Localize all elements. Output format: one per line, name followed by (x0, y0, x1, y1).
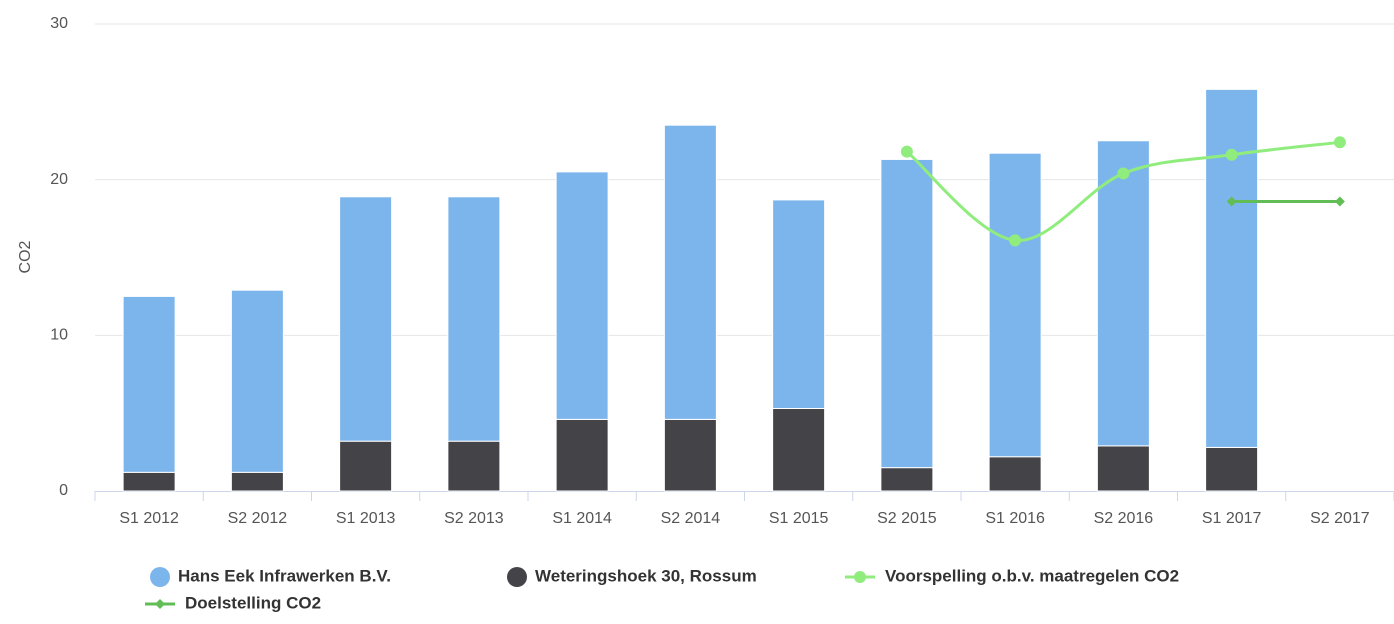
bar (1096, 140, 1150, 447)
bar (339, 440, 393, 492)
bar (122, 471, 176, 492)
y-axis-label: CO2 (17, 240, 34, 273)
point (1225, 148, 1238, 161)
bar (122, 295, 176, 473)
y-tick-label: 20 (50, 171, 68, 188)
bar (663, 418, 717, 492)
point (1226, 196, 1237, 207)
x-tick-label: S1 2017 (1202, 510, 1262, 527)
bar (880, 158, 934, 469)
bar (880, 467, 934, 492)
point (1334, 196, 1345, 207)
x-tick-label: S1 2013 (336, 510, 396, 527)
bar (1096, 445, 1150, 492)
bar (772, 199, 826, 409)
bar (555, 171, 609, 420)
x-tick-label: S1 2015 (769, 510, 829, 527)
y-tick-label: 0 (59, 482, 68, 499)
x-tick-label: S2 2015 (877, 510, 937, 527)
point (900, 145, 913, 158)
bar (339, 196, 393, 442)
y-tick-label: 30 (50, 15, 68, 32)
legend-label: Doelstelling CO2 (185, 593, 321, 612)
x-tick-label: S1 2014 (552, 510, 612, 527)
x-tick-label: S2 2012 (228, 510, 288, 527)
x-tick-label: S1 2012 (119, 510, 179, 527)
legend-symbol (155, 599, 165, 609)
legend-label: Voorspelling o.b.v. maatregelen CO2 (885, 566, 1179, 585)
legend-symbol (150, 567, 170, 587)
x-tick-label: S2 2013 (444, 510, 504, 527)
point (1117, 167, 1130, 180)
bar (772, 407, 826, 492)
bar (1205, 446, 1259, 492)
bar (1205, 88, 1259, 448)
bar (988, 456, 1042, 492)
bar (447, 440, 501, 492)
x-tick-label: S2 2014 (661, 510, 721, 527)
x-tick-label: S1 2016 (985, 510, 1045, 527)
bar (447, 196, 501, 442)
legend-symbol (854, 571, 866, 583)
point (1333, 136, 1346, 149)
x-tick-label: S2 2017 (1310, 510, 1370, 527)
bar (230, 289, 284, 473)
bar (230, 471, 284, 492)
legend-symbol (507, 567, 527, 587)
y-tick-label: 10 (50, 327, 68, 344)
legend-label: Weteringshoek 30, Rossum (535, 566, 757, 585)
bar (663, 124, 717, 420)
x-tick-label: S2 2016 (1094, 510, 1154, 527)
bar (988, 152, 1042, 458)
bar (555, 418, 609, 492)
point (1009, 234, 1022, 247)
legend-label: Hans Eek Infrawerken B.V. (178, 566, 391, 585)
